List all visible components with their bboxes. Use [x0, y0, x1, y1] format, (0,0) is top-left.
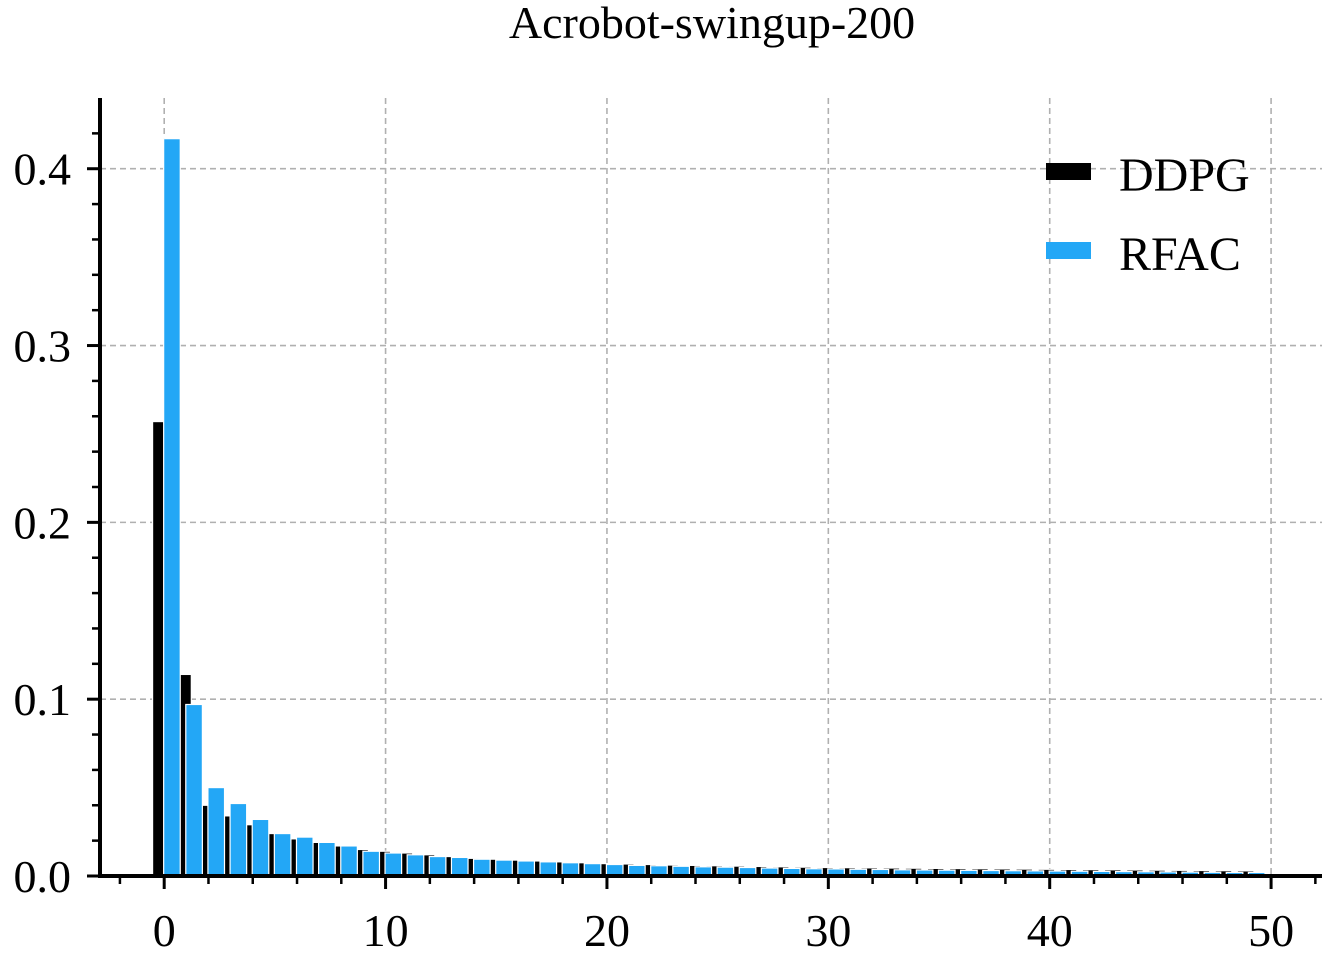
y-tick-label-0: 0.0: [14, 851, 72, 902]
chart-title: Acrobot-swingup-200: [509, 0, 915, 48]
bar-rfac-0: [163, 138, 181, 877]
bar-rfac-15: [495, 859, 513, 877]
x-tick-label-40: 40: [1027, 905, 1073, 956]
bar-rfac-4: [251, 818, 270, 877]
bar-rfac-14: [472, 858, 491, 877]
bar-rfac-1: [185, 703, 203, 877]
legend-swatch-rfac: [1046, 242, 1091, 259]
bar-rfac-5: [273, 832, 292, 877]
bar-rfac-2: [207, 786, 226, 877]
y-tick-label-0.3: 0.3: [14, 321, 72, 372]
bars: [151, 138, 1266, 877]
y-tick-label-0.2: 0.2: [14, 497, 72, 548]
y-tick-label-0.1: 0.1: [14, 674, 72, 725]
bar-rfac-16: [517, 860, 536, 877]
grid-lines: [100, 98, 1322, 876]
bar-rfac-8: [340, 845, 358, 877]
legend-label-ddpg: DDPG: [1119, 149, 1250, 202]
legend-label-rfac: RFAC: [1119, 228, 1241, 281]
legend-swatch-ddpg: [1046, 163, 1091, 180]
legend: DDPG RFAC: [1046, 149, 1250, 281]
axes: 0 10 20 30 40 50 0.0 0.1 0.2 0.3 0.4: [14, 98, 1322, 956]
bar-rfac-6: [295, 836, 314, 877]
bar-rfac-9: [362, 850, 381, 877]
x-tick-label-30: 30: [805, 905, 851, 956]
bar-rfac-3: [229, 802, 248, 877]
x-tick-label-0: 0: [153, 905, 176, 956]
bar-rfac-13: [450, 856, 469, 877]
bar-rfac-12: [428, 855, 447, 877]
bar-rfac-17: [539, 861, 558, 877]
x-tick-label-50: 50: [1248, 905, 1294, 956]
bar-rfac-11: [406, 854, 425, 877]
x-tick-label-10: 10: [363, 905, 409, 956]
y-tick-label-0.4: 0.4: [14, 144, 72, 195]
x-tick-label-20: 20: [584, 905, 630, 956]
bar-rfac-7: [318, 841, 336, 877]
bar-rfac-10: [384, 852, 403, 877]
